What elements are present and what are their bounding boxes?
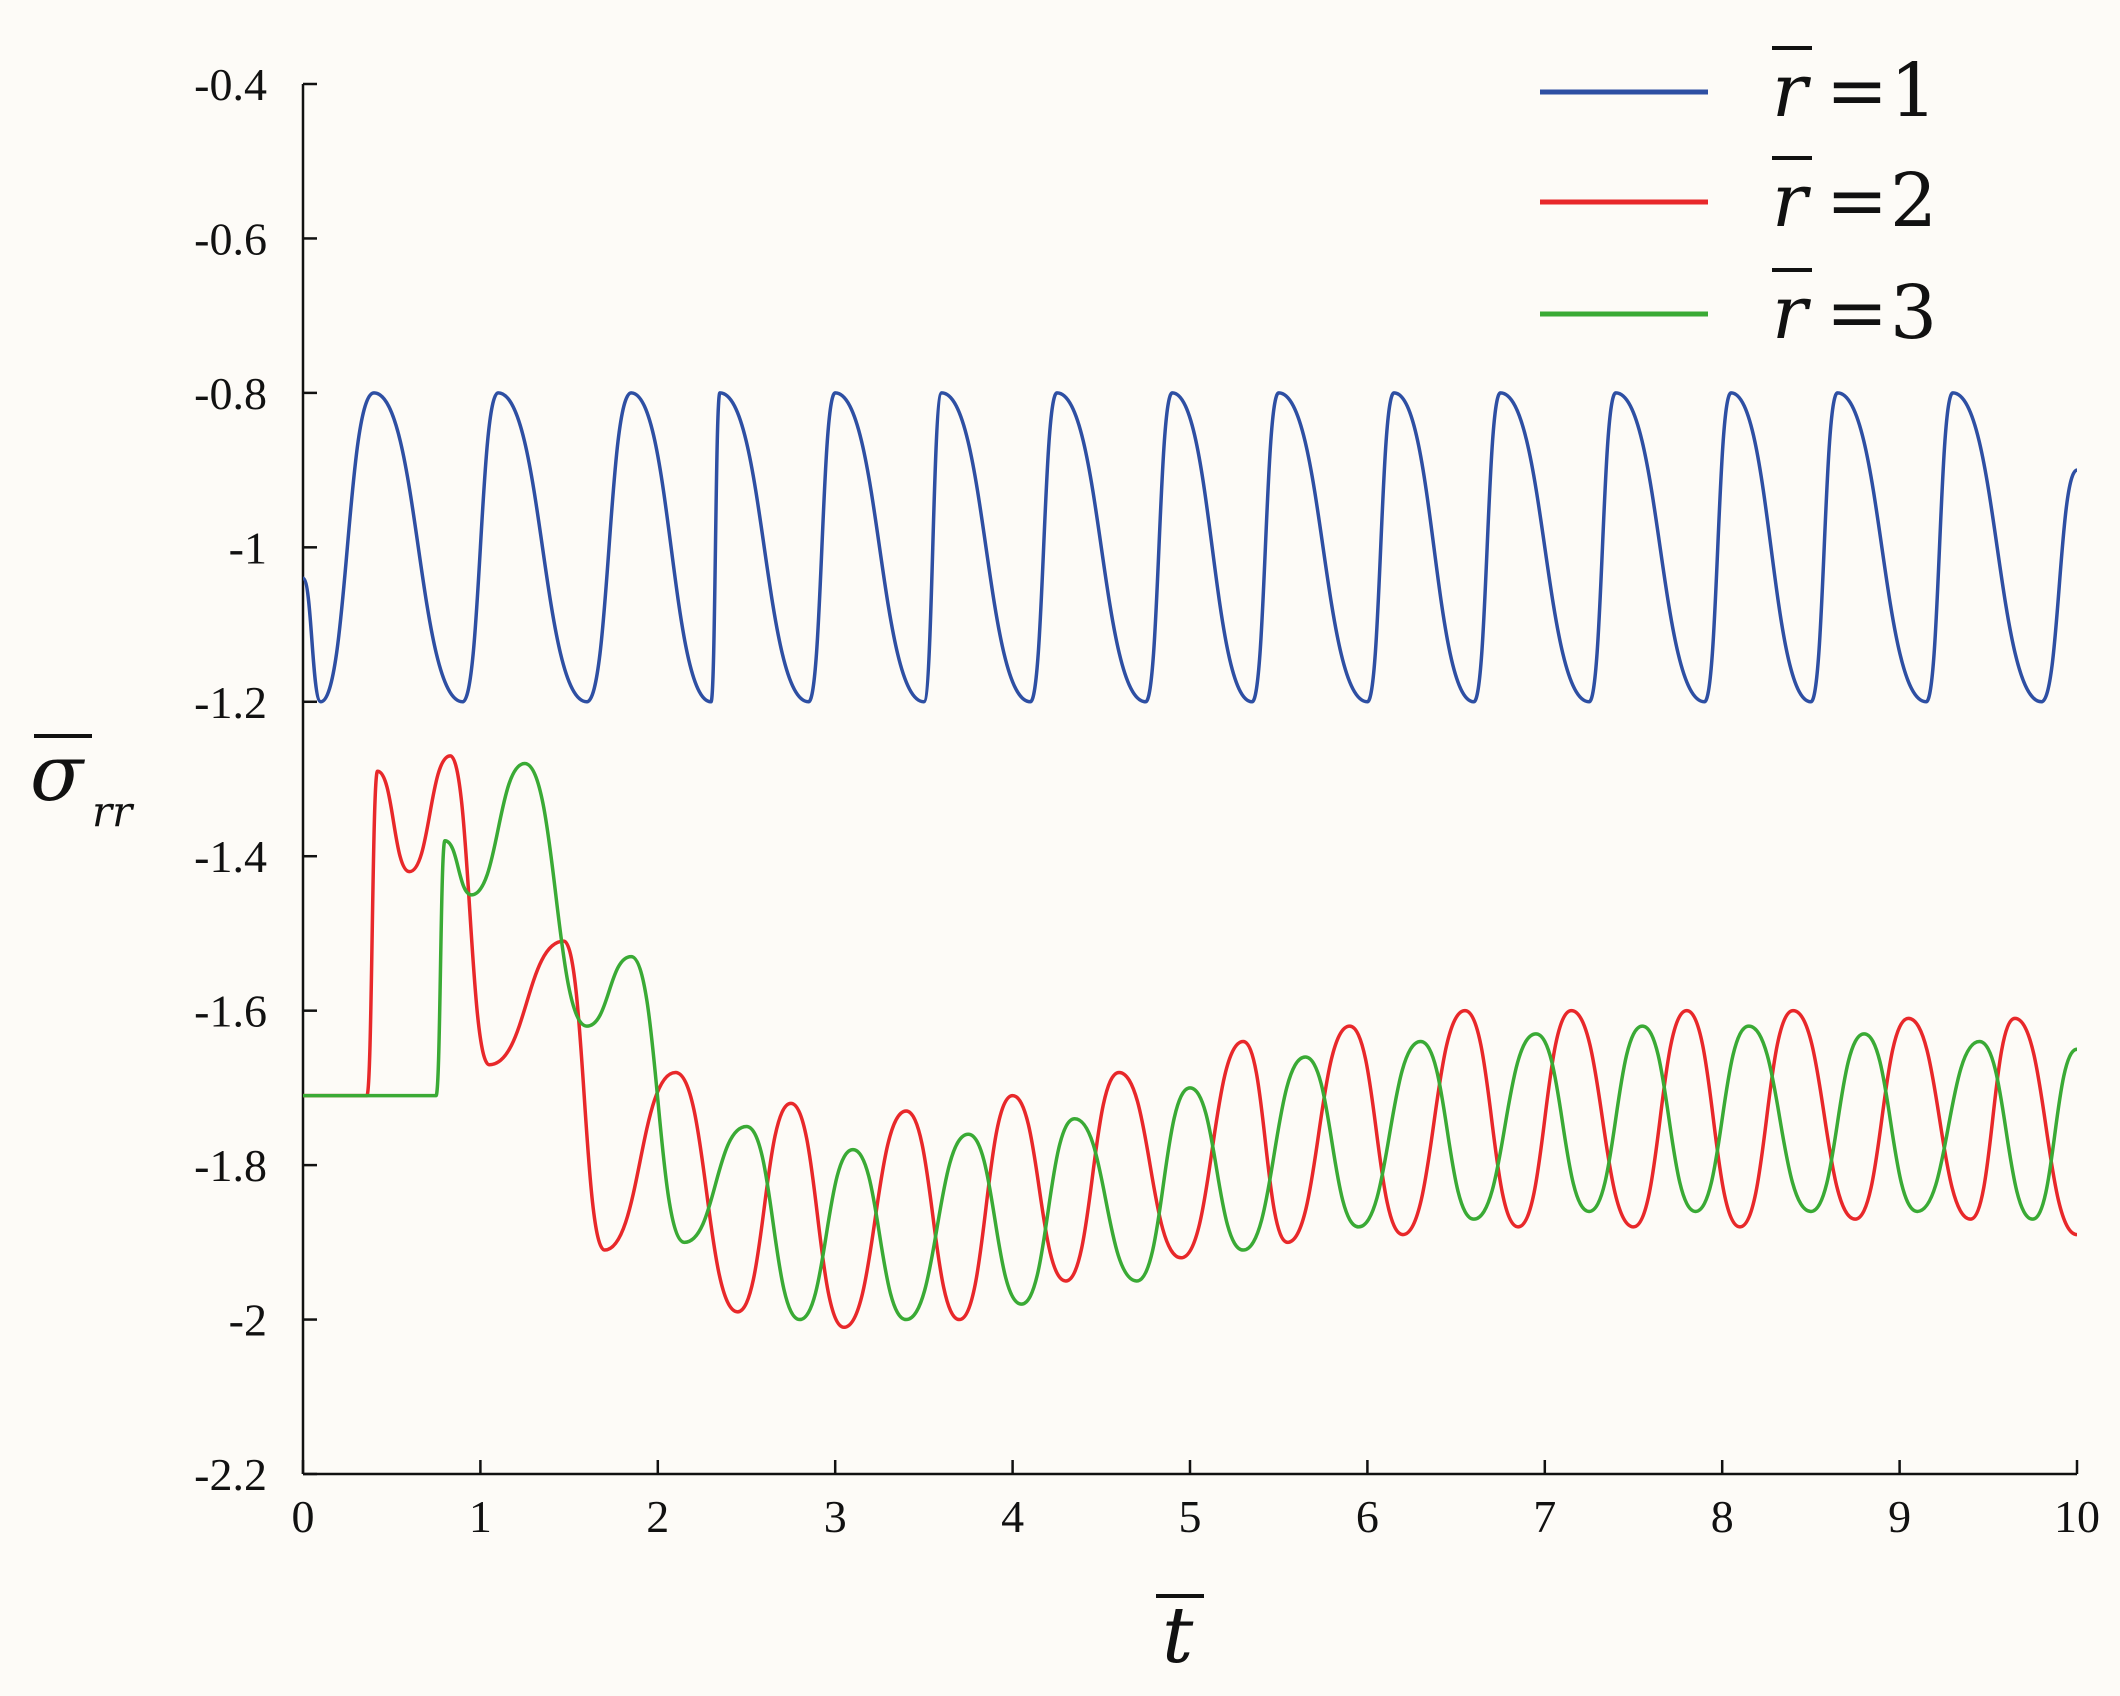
x-tick-label: 4: [1001, 1491, 1024, 1542]
x-tick-label: 5: [1179, 1491, 1202, 1542]
y-label-subscript: rr: [92, 787, 135, 836]
x-tick-label: 6: [1356, 1491, 1379, 1542]
legend-value: 1: [1890, 48, 1937, 134]
x-tick-label: 8: [1711, 1491, 1734, 1542]
y-axis-label: σ rr: [30, 729, 135, 836]
legend-value: 3: [1890, 270, 1937, 356]
y-tick-label: -1.2: [194, 677, 267, 728]
y-label-symbol: σ: [30, 729, 85, 819]
x-axis-label: t: [1156, 1591, 1204, 1681]
series-line-r1: [301, 391, 2079, 704]
axes: [301, 84, 2077, 1476]
legend-item-r2: r = 2: [1540, 156, 1937, 244]
legend-item-r1: r = 1: [1540, 46, 1937, 134]
legend-value: 2: [1890, 158, 1937, 244]
legend: r = 1 r = 2 r = 3: [1540, 46, 1937, 356]
y-tick-label: -1.6: [194, 986, 267, 1037]
x-tick-label: 10: [2054, 1491, 2100, 1542]
legend-var: r: [1772, 158, 1812, 244]
x-tick-label: 0: [292, 1491, 315, 1542]
x-tick-label: 2: [646, 1491, 669, 1542]
y-tick-label: -1.8: [194, 1140, 267, 1191]
series-lines: [301, 391, 2079, 1330]
y-tick-label: -2: [229, 1295, 267, 1346]
x-label-text: t: [1162, 1591, 1194, 1681]
x-tick-label: 7: [1533, 1491, 1556, 1542]
legend-item-r3: r = 3: [1540, 268, 1937, 356]
x-tick-label: 3: [824, 1491, 847, 1542]
legend-var: r: [1772, 48, 1812, 134]
ticks: 0 1 2 3 4 5 6 7 8 9 10 -0.4 -0.6 -0.8 -1 -1.2 -1.4 -1.6 -1…: [194, 59, 2100, 1542]
y-tick-label: -0.4: [194, 59, 267, 110]
y-tick-label: -2.2: [194, 1449, 267, 1500]
x-tick-label: 1: [469, 1491, 492, 1542]
series-line-r2: [303, 754, 2078, 1330]
series-line-r3: [303, 761, 2078, 1322]
legend-equals: =: [1826, 48, 1888, 134]
legend-equals: =: [1826, 158, 1888, 244]
y-tick-label: -0.8: [194, 368, 267, 419]
y-tick-label: -1: [229, 522, 267, 573]
x-tick-label: 9: [1888, 1491, 1911, 1542]
legend-equals: =: [1826, 270, 1888, 356]
y-tick-label: -0.6: [194, 213, 267, 264]
y-tick-label: -1.4: [194, 831, 267, 882]
legend-var: r: [1772, 270, 1812, 356]
